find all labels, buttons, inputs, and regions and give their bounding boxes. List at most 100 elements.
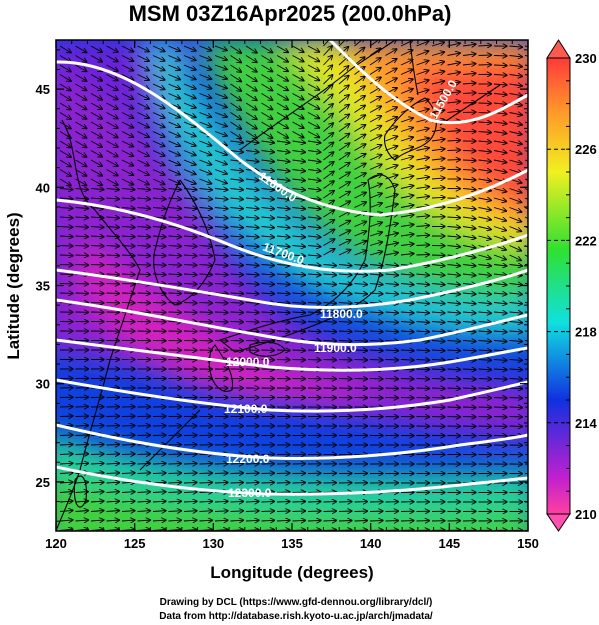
wind-arrow — [230, 198, 244, 199]
wind-arrow — [90, 189, 104, 190]
wind-arrow — [90, 55, 102, 62]
wind-arrow — [323, 104, 334, 113]
wind-arrow — [152, 131, 165, 137]
wind-arrow — [354, 231, 367, 237]
wind-arrow — [199, 159, 212, 165]
wind-arrow — [121, 463, 135, 464]
wind-arrow — [369, 232, 382, 237]
wind-arrow — [199, 303, 213, 304]
wind-arrow — [75, 64, 87, 72]
wind-arrow — [400, 350, 414, 351]
wind-arrow — [59, 112, 71, 120]
wind-arrow — [230, 64, 242, 72]
wind-arrow — [431, 62, 445, 65]
wind-arrow — [354, 96, 366, 104]
wind-arrow — [137, 303, 151, 304]
wind-arrow — [369, 360, 383, 361]
wind-arrow — [524, 235, 528, 239]
wind-arrow — [245, 102, 257, 110]
wind-arrow — [90, 178, 102, 185]
wind-arrow — [338, 303, 352, 304]
wind-arrow — [493, 303, 507, 304]
wind-arrow — [431, 341, 445, 342]
wind-arrow — [168, 464, 182, 465]
colorbar-label-210: 210 — [575, 507, 597, 522]
wind-arrow — [400, 128, 413, 132]
wind-arrow — [90, 131, 102, 138]
y-tick-label-25: 25 — [36, 475, 50, 490]
wind-arrow — [183, 255, 197, 256]
wind-arrow — [152, 74, 165, 80]
wind-arrow — [90, 236, 104, 237]
wind-arrow — [509, 159, 523, 164]
wind-arrow — [214, 255, 228, 256]
wind-arrow — [385, 136, 398, 142]
wind-arrow — [59, 83, 71, 91]
wind-arrow — [524, 264, 528, 266]
wind-arrow — [524, 55, 528, 57]
wind-arrow — [447, 293, 461, 294]
wind-arrow — [90, 265, 104, 266]
wind-arrow — [323, 312, 337, 313]
wind-arrow — [509, 360, 523, 361]
wind-arrow — [493, 189, 507, 192]
wind-arrow — [152, 227, 166, 228]
wind-arrow — [524, 330, 528, 332]
wind-arrow — [292, 303, 306, 304]
wind-arrow — [75, 159, 87, 167]
wind-arrow — [431, 312, 445, 313]
wind-arrow — [400, 69, 413, 75]
wind-arrow — [338, 274, 352, 275]
wind-arrow — [400, 284, 414, 285]
wind-arrow — [493, 284, 507, 285]
wind-arrow — [106, 284, 120, 285]
wind-arrow — [323, 181, 335, 189]
wind-arrow — [385, 107, 398, 113]
wind-arrow — [447, 53, 461, 56]
wind-arrow — [59, 150, 71, 158]
wind-arrow — [292, 274, 306, 275]
wind-arrow — [152, 45, 165, 51]
wind-arrow — [59, 255, 73, 256]
wind-arrow — [462, 350, 476, 351]
wind-arrow — [431, 274, 445, 275]
wind-arrow — [400, 254, 414, 256]
wind-arrow — [354, 40, 365, 47]
wind-arrow — [59, 208, 73, 209]
wind-arrow — [276, 160, 290, 162]
wind-arrow — [137, 169, 150, 176]
wind-arrow — [478, 360, 492, 361]
wind-arrow — [214, 322, 228, 323]
wind-arrow — [400, 118, 413, 123]
wind-arrow — [106, 178, 119, 185]
wind-arrow — [121, 255, 135, 256]
wind-arrow — [323, 520, 337, 521]
wind-arrow — [400, 166, 414, 169]
wind-arrow — [493, 103, 507, 104]
wind-arrow — [245, 246, 259, 247]
wind-arrow — [493, 141, 507, 143]
wind-arrow — [214, 93, 227, 98]
wind-arrow — [416, 41, 429, 47]
wind-arrow — [183, 159, 196, 165]
wind-arrow — [369, 242, 383, 246]
wind-arrow — [199, 246, 213, 247]
wind-arrow — [245, 312, 259, 313]
wind-arrow — [509, 84, 523, 86]
wind-arrow — [261, 74, 273, 82]
wind-arrow — [478, 265, 492, 267]
wind-arrow — [354, 192, 367, 199]
wind-arrow — [230, 208, 244, 209]
wind-arrow — [183, 293, 197, 294]
wind-arrow — [354, 350, 368, 351]
wind-arrow — [431, 91, 445, 94]
wind-arrow — [385, 379, 399, 380]
wind-arrow — [447, 131, 461, 132]
wind-arrow — [276, 141, 290, 143]
wind-arrow — [230, 303, 244, 304]
wind-arrow — [152, 64, 165, 70]
wind-arrow — [447, 72, 461, 74]
wind-arrow — [400, 331, 414, 332]
wind-arrow — [416, 303, 430, 304]
wind-arrow — [354, 163, 367, 170]
